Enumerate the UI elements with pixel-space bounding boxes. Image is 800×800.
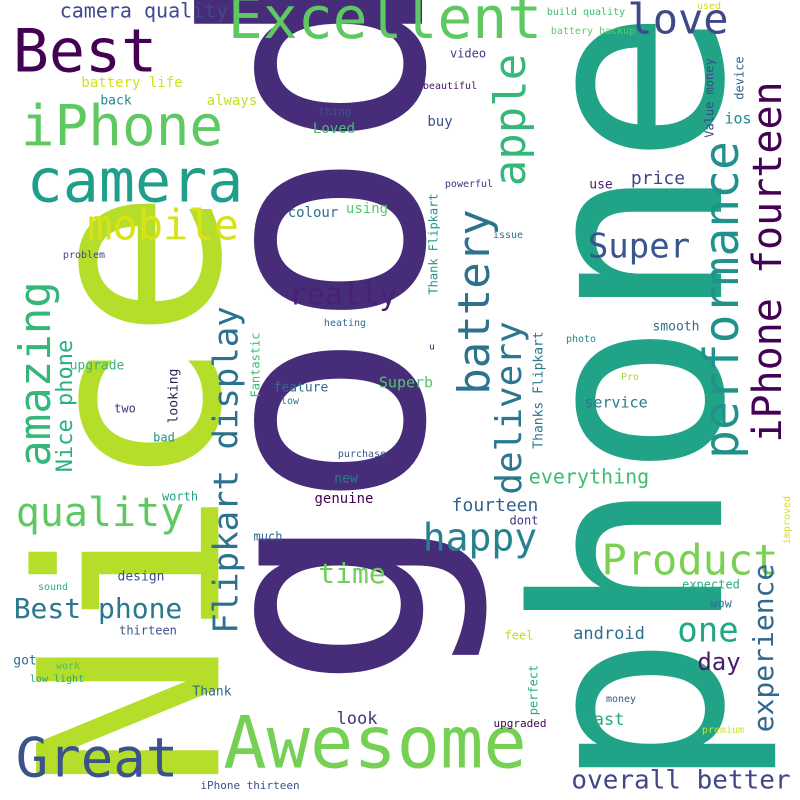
word-smooth: smooth — [653, 320, 700, 335]
word-nice: Nice — [0, 189, 277, 791]
word-premium: premium — [702, 725, 744, 736]
word-camera: camera — [27, 147, 244, 217]
word-best: Best — [13, 17, 158, 87]
word-using: using — [346, 201, 388, 217]
word-fast: fast — [584, 710, 625, 730]
word-genuine: genuine — [314, 491, 373, 507]
word-thirteen: thirteen — [119, 624, 177, 638]
word-bad: bad — [153, 431, 175, 445]
word-overall-better: overall better — [571, 766, 790, 796]
word-improved: improved — [782, 496, 793, 544]
word-nice-phone: Nice phone — [53, 340, 78, 472]
word-wow: wow — [710, 597, 732, 611]
word-heating: heating — [324, 318, 366, 329]
word-money: money — [606, 694, 636, 705]
word-iphone-fourteen: iPhone fourteen — [745, 81, 791, 442]
word-design: design — [118, 570, 165, 585]
word-u: u — [429, 343, 434, 353]
word-great: Great — [16, 727, 179, 790]
word-perfect: perfect — [527, 665, 541, 716]
word-phone: phone — [481, 9, 783, 792]
word-day: day — [697, 648, 740, 676]
word-flipkart-display: Flipkart display — [207, 306, 247, 634]
word-feature: feature — [274, 381, 329, 396]
word-dont: dont — [510, 514, 539, 528]
word-problem: problem — [63, 250, 105, 261]
word-android: android — [573, 624, 645, 644]
word-two: two — [114, 402, 136, 416]
word-back: back — [100, 94, 131, 109]
word-worth: worth — [162, 490, 198, 504]
word-battery-life: battery life — [81, 75, 182, 91]
word-work: work — [56, 661, 80, 672]
word-delivery: delivery — [489, 321, 530, 494]
word-upgrade: upgrade — [70, 359, 125, 374]
word-looking: looking — [167, 369, 182, 424]
word-value-money: Value money — [703, 58, 717, 137]
word-ios: ios — [724, 110, 751, 128]
word-thanks-flipkart: Thanks Flipkart — [532, 331, 547, 448]
word-pro: Pro — [621, 372, 639, 383]
word-iphone: iPhone — [21, 94, 223, 159]
word-powerful: powerful — [445, 179, 493, 190]
word-best-phone: Best phone — [14, 592, 183, 625]
word-look: look — [337, 709, 378, 729]
word-time: time — [318, 557, 385, 590]
word-battery-backup: battery backup — [551, 26, 635, 37]
word-used: used — [697, 1, 721, 12]
word-expected: expected — [682, 578, 740, 592]
word-really: really — [289, 278, 397, 313]
word-excellent: Excellent — [228, 0, 542, 52]
word-fourteen: fourteen — [452, 495, 539, 516]
word-one: one — [677, 611, 738, 651]
word-beautiful: beautiful — [423, 81, 477, 92]
word-always: always — [207, 93, 258, 109]
word-thing: thing — [318, 105, 351, 118]
word-fantastic: Fantastic — [249, 332, 263, 397]
word-feel: feel — [505, 629, 534, 643]
word-got: got — [13, 654, 36, 669]
word-low: low — [281, 396, 300, 407]
word-product: Product — [601, 536, 778, 585]
word-experience: experience — [747, 564, 780, 733]
word-love: love — [627, 0, 728, 44]
word-purchase: purchase — [338, 449, 386, 460]
word-much: much — [254, 530, 283, 544]
word-new: new — [334, 472, 358, 487]
word-buy: buy — [427, 114, 452, 130]
word-thank-flipkart: Thank Flipkart — [427, 193, 441, 294]
word-apple: apple — [485, 54, 536, 186]
word-low-light: low light — [30, 674, 84, 685]
word-photo: photo — [566, 334, 596, 345]
word-loved: Loved — [313, 121, 355, 137]
word-performance: performance — [694, 141, 750, 459]
word-build-quality: build quality — [547, 7, 625, 18]
word-video: video — [450, 47, 486, 61]
word-amazing: amazing — [10, 281, 61, 466]
word-device: device — [733, 56, 747, 99]
word-iphone-thirteen: iPhone thirteen — [200, 779, 299, 792]
word-price: price — [631, 168, 685, 189]
word-battery: battery — [449, 209, 500, 394]
word-good: good — [144, 0, 493, 691]
word-quality: quality — [16, 490, 185, 536]
word-everything: everything — [529, 465, 649, 489]
word-superb: Superb — [379, 374, 433, 392]
word-happy: happy — [423, 516, 537, 560]
word-service: service — [584, 394, 647, 412]
word-thank: Thank — [192, 685, 231, 700]
word-super: Super — [588, 227, 690, 267]
word-camera-quality: camera quality — [60, 0, 229, 23]
word-use: use — [589, 178, 613, 193]
word-issue: issue — [493, 230, 523, 241]
word-mobile: mobile — [87, 201, 239, 250]
word-upgraded: upgraded — [494, 717, 547, 730]
word-awesome: Awesome — [223, 701, 526, 785]
word-colour: colour — [288, 205, 339, 221]
word-sound: sound — [38, 582, 68, 593]
